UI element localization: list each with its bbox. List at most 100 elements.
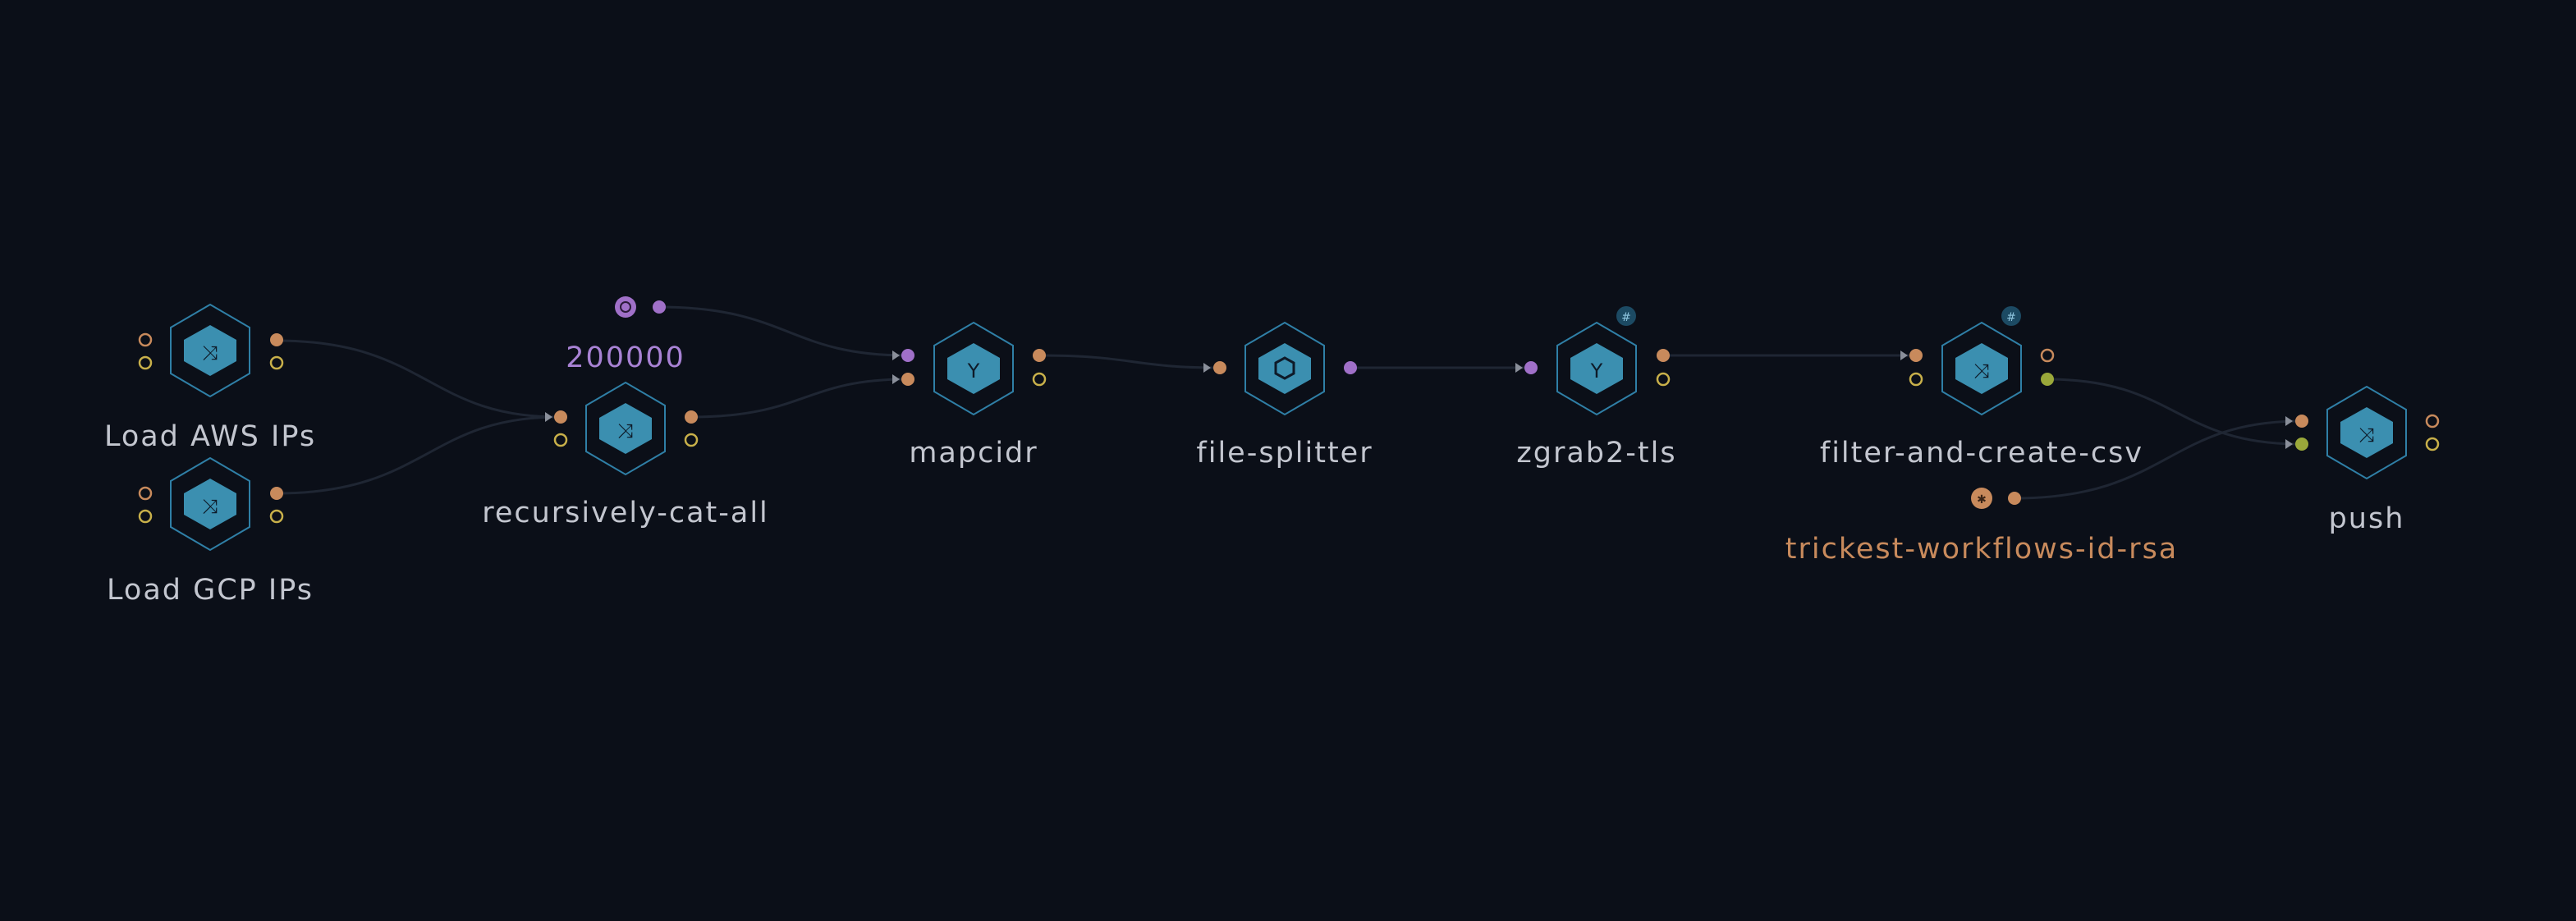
script-icon-glyph: ⤨ xyxy=(202,341,218,364)
script-icon xyxy=(184,479,236,529)
node-label-file-splitter: file-splitter xyxy=(1196,437,1373,470)
output-port[interactable] xyxy=(2040,348,2055,363)
output-port[interactable] xyxy=(270,333,283,346)
output-port[interactable] xyxy=(1344,361,1357,374)
number-icon xyxy=(615,296,636,318)
input-port[interactable] xyxy=(1909,349,1923,362)
tool-icon-glyph: Y xyxy=(967,360,980,383)
input-arrow xyxy=(1203,363,1211,373)
input-port[interactable] xyxy=(138,332,153,347)
input-arrow xyxy=(892,374,900,384)
output-port[interactable] xyxy=(270,487,283,500)
script-icon-glyph: ⤨ xyxy=(202,495,218,518)
input-port[interactable] xyxy=(1213,361,1226,374)
input-arrow xyxy=(2285,439,2293,449)
splitter-icon xyxy=(1258,343,1311,394)
file-icon xyxy=(1971,488,1992,509)
node-label-load-aws: Load AWS IPs xyxy=(103,420,317,453)
node-hexagon xyxy=(1941,321,2022,416)
grid-badge-glyph: # xyxy=(2006,311,2016,324)
node-recursively-cat-all[interactable]: ⤨ xyxy=(545,381,699,476)
input-arrow xyxy=(892,351,900,360)
tool-icon xyxy=(947,343,1000,394)
output-port[interactable] xyxy=(2041,373,2054,386)
edge-aws-to-cat xyxy=(276,339,559,419)
param-rsa-file[interactable]: ✱ xyxy=(1971,488,2021,509)
input-port[interactable] xyxy=(138,355,153,370)
edge-mapcidr-to-splitter xyxy=(1038,354,1219,369)
output-port[interactable] xyxy=(269,355,284,370)
node-hexagon xyxy=(585,381,666,476)
input-port[interactable] xyxy=(1909,372,1923,387)
node-file-splitter[interactable] xyxy=(1203,321,1357,416)
input-port[interactable] xyxy=(2295,415,2308,428)
input-port[interactable] xyxy=(553,433,568,447)
node-hexagon xyxy=(1556,321,1637,416)
splitter-icon-inner xyxy=(1274,356,1295,380)
output-port[interactable] xyxy=(1032,372,1047,387)
node-hexagon xyxy=(933,321,1014,416)
node-label-zgrab2-tls: zgrab2-tls xyxy=(1516,437,1677,470)
output-port[interactable] xyxy=(1656,372,1671,387)
output-port[interactable] xyxy=(2425,414,2440,428)
param-label-chunk-size: 200000 xyxy=(566,341,685,374)
tool-icon xyxy=(1570,343,1623,394)
input-port[interactable] xyxy=(2295,438,2308,451)
script-icon-glyph: ⤨ xyxy=(617,419,633,442)
script-icon xyxy=(184,325,236,376)
output-port[interactable] xyxy=(1033,349,1046,362)
script-icon-glyph: ⤨ xyxy=(1973,360,1989,383)
input-arrow xyxy=(2285,416,2293,426)
node-load-aws[interactable]: ⤨ xyxy=(138,303,284,398)
node-zgrab2-tls[interactable]: Y # xyxy=(1515,306,1671,416)
script-icon xyxy=(1955,343,2008,394)
edge-num-to-mapcidr xyxy=(658,305,907,357)
input-arrow xyxy=(1515,363,1523,373)
input-port[interactable] xyxy=(138,509,153,524)
node-label-mapcidr: mapcidr xyxy=(909,437,1038,470)
edge-filter-to-push xyxy=(2047,378,2301,446)
node-label-push: push xyxy=(2328,502,2405,535)
output-port[interactable] xyxy=(2425,437,2440,451)
node-label-filter-and-create-csv: filter-and-create-csv xyxy=(1819,437,2144,470)
edges xyxy=(276,305,2301,500)
input-port[interactable] xyxy=(1524,361,1538,374)
input-arrow xyxy=(545,412,552,422)
script-icon xyxy=(2340,407,2393,458)
output-port[interactable] xyxy=(684,433,699,447)
input-port[interactable] xyxy=(138,486,153,501)
number-icon-inner xyxy=(620,301,631,313)
script-icon-glyph: ⤨ xyxy=(2358,424,2374,447)
output-port[interactable] xyxy=(1657,349,1670,362)
node-push[interactable]: ⤨ xyxy=(2285,385,2440,480)
edge-rsa-to-push xyxy=(2014,419,2301,500)
input-port[interactable] xyxy=(901,373,914,386)
tool-icon-glyph: Y xyxy=(1590,360,1603,383)
param-chunk-size[interactable] xyxy=(615,296,666,318)
node-label-load-gcp: Load GCP IPs xyxy=(107,574,314,607)
grid-badge-icon[interactable] xyxy=(1616,306,1636,326)
node-mapcidr[interactable]: Y xyxy=(892,321,1047,416)
output-port[interactable] xyxy=(653,300,666,314)
edge-gcp-to-cat xyxy=(276,415,559,495)
output-port[interactable] xyxy=(2008,492,2021,505)
node-load-gcp[interactable]: ⤨ xyxy=(138,456,284,552)
node-hexagon xyxy=(2326,385,2407,480)
output-port[interactable] xyxy=(269,509,284,524)
param-label-rsa-file: trickest-workflows-id-rsa xyxy=(1785,533,2179,566)
output-port[interactable] xyxy=(685,410,698,424)
grid-badge-icon[interactable] xyxy=(2001,306,2021,326)
script-icon xyxy=(599,403,652,454)
input-port[interactable] xyxy=(901,349,914,362)
node-hexagon xyxy=(1244,321,1325,416)
node-filter-and-create-csv[interactable]: ⤨ # xyxy=(1900,306,2055,416)
node-label-recursively-cat-all: recursively-cat-all xyxy=(482,497,769,529)
node-hexagon xyxy=(170,456,250,552)
edge-cat-to-mapcidr xyxy=(690,378,907,419)
input-port[interactable] xyxy=(554,410,567,424)
grid-badge-glyph: # xyxy=(1621,311,1631,324)
input-arrow xyxy=(1900,351,1908,360)
file-icon-glyph: ✱ xyxy=(1977,493,1987,506)
node-hexagon xyxy=(170,303,250,398)
